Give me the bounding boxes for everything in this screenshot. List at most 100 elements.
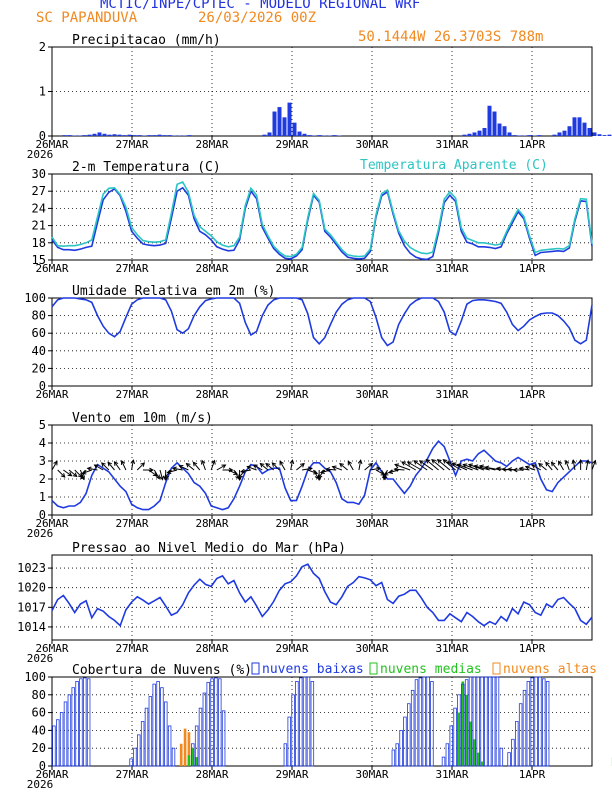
chart-title: MCTIC/INPE/CPTEC - MODELO REGIONAL WRF [100, 0, 421, 12]
wind-arrow [94, 464, 104, 471]
precip-bar [97, 132, 102, 136]
wind-arrow-head [462, 463, 468, 468]
cloud-bar-nuvens-baixas [295, 681, 299, 767]
precip-bar [147, 135, 152, 136]
wind-arrow [565, 460, 570, 471]
cloud-bar-nuvens-baixas [59, 712, 64, 767]
panel-title-rh: Umidade Relativa em 2m (%) [72, 284, 276, 299]
precip-bar [292, 122, 297, 136]
cloud-bar-nuvens-baixas [75, 681, 79, 767]
y-tick-label-clouds: 80 [32, 688, 46, 702]
wind-arrow-head [171, 466, 177, 472]
cloud-bar-nuvens-baixas [414, 679, 419, 767]
x-tick-label-temp: 28MAR [195, 262, 228, 275]
x-tick-label-precip: 30MAR [355, 138, 388, 151]
cloud-bar-nuvens-baixas [534, 676, 538, 767]
wind-arrow [241, 469, 252, 473]
wind-arrow [57, 469, 66, 478]
legend-nuvens-altas: nuvens altas [503, 662, 597, 677]
wind-arrow [114, 461, 121, 471]
wind-arrow [290, 460, 293, 471]
cloud-bar-nuvens-baixas [83, 677, 87, 767]
cloud-bar-nuvens-baixas [302, 676, 307, 767]
y-tick-label-clouds: 40 [32, 723, 46, 737]
x-tick-label-rh: 27MAR [115, 388, 148, 401]
series-line-pressure-pressao [51, 563, 593, 627]
precip-bar [567, 126, 572, 136]
precip-bar [572, 117, 577, 136]
cloud-bar-nuvens-baixas [418, 677, 423, 767]
precip-bar [512, 135, 517, 136]
cloud-bar-nuvens-medias [473, 739, 476, 766]
x-tick-label-precip: 28MAR [195, 138, 228, 151]
location-label: SC PAPANDUVA [36, 10, 138, 26]
x-tick-label-clouds: 28MAR [195, 768, 228, 781]
wind-arrow [136, 462, 145, 471]
precip-bar [472, 132, 477, 136]
cloud-bar-nuvens-medias [457, 712, 461, 766]
wind-arrow [260, 463, 269, 471]
wind-arrow-head [279, 460, 284, 466]
x-tick-label-precip: 26MAR [35, 138, 68, 151]
precip-bar [602, 135, 607, 136]
y-tick-label-temp: 15 [32, 253, 46, 267]
cloud-bar-nuvens-baixas [152, 683, 156, 767]
cloud-bar-nuvens-medias [469, 721, 472, 766]
wind-arrow [425, 459, 439, 471]
x-tick-label-wind: 31MAR [435, 517, 468, 530]
series-line-rh-umidade-relativa [51, 297, 593, 347]
precip-bar [152, 135, 157, 136]
cloud-bar-nuvens-baixas [461, 683, 465, 767]
precip-bar [507, 132, 512, 136]
wind-arrow [131, 460, 134, 471]
x-tick-label-temp: 27MAR [115, 262, 148, 275]
legend-swatch-nuvens-medias [369, 662, 378, 675]
wind-arrow-head [107, 461, 113, 467]
wind-vectors [51, 458, 597, 482]
wind-arrow-head [357, 459, 363, 465]
plot-frame-clouds [51, 676, 593, 767]
cloud-bar-nuvens-medias [191, 748, 195, 766]
wind-arrow-head [60, 473, 66, 478]
wind-arrow-head [140, 462, 146, 467]
wind-arrow-head [130, 459, 136, 465]
year-label-precip: 2026 [27, 148, 54, 161]
wind-arrow [370, 467, 381, 471]
cloud-bar-nuvens-baixas [472, 676, 477, 767]
precip-bar [557, 132, 562, 136]
x-tick-label-clouds: 27MAR [115, 768, 148, 781]
y-tick-label-rh: 80 [32, 309, 46, 323]
cloud-bar-nuvens-medias [187, 755, 191, 766]
x-tick-label-pressure: 28MAR [195, 642, 228, 655]
cloud-bar-nuvens-baixas [129, 758, 133, 767]
wind-arrow-head [192, 461, 198, 467]
wind-arrow [437, 459, 451, 471]
y-tick-label-temp: 24 [32, 201, 46, 215]
x-tick-label-temp: 31MAR [435, 262, 468, 275]
x-tick-label-temp: 26MAR [35, 262, 68, 275]
wind-arrow-head [368, 462, 374, 468]
panel-title-precip: Precipitacao (mm/h) [72, 33, 221, 48]
cloud-bar-nuvens-baixas [202, 692, 207, 767]
cloud-bar-nuvens-baixas [306, 676, 311, 767]
cloud-bar-nuvens-baixas [214, 677, 218, 767]
precip-bar [267, 132, 272, 136]
cloud-bar-nuvens-altas [187, 732, 191, 766]
precip-bar [467, 133, 472, 136]
wind-arrow [413, 460, 428, 471]
y-tick-label-temp: 27 [32, 184, 46, 198]
wind-arrow-head [80, 474, 85, 480]
year-label-pressure: 2026 [27, 652, 54, 665]
y-tick-label-clouds: 100 [24, 670, 46, 684]
precip-bar [317, 135, 322, 136]
precip-bar [132, 135, 137, 136]
precip-bar [262, 134, 267, 136]
wind-arrow [419, 460, 434, 471]
cloud-bar-nuvens-medias [465, 694, 468, 766]
wind-arrow-head [246, 465, 252, 470]
cloud-bar-nuvens-baixas [299, 677, 303, 767]
wind-arrow [585, 460, 589, 471]
precip-bar [302, 133, 307, 136]
panel-title-clouds: Cobertura de Nuvens (%) [72, 663, 252, 678]
wind-arrow [179, 465, 189, 471]
